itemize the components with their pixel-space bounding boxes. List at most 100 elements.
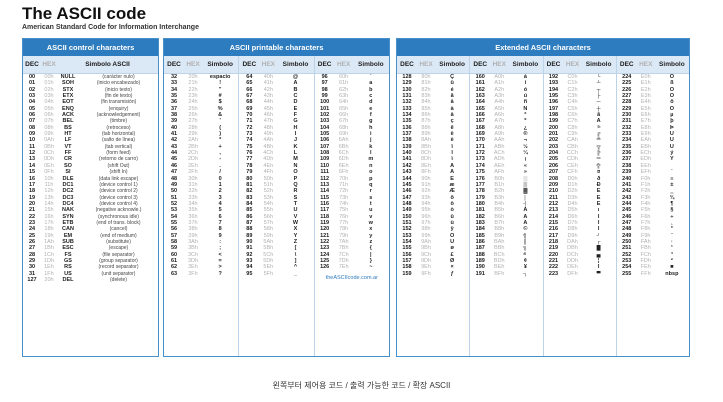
hex-value: E5h [640,105,651,112]
dec-value: 222 [548,264,559,271]
hex-value: 3Eh [188,264,198,271]
dec-value: 21 [28,207,36,214]
table-row: 231 E7h þ [617,118,689,124]
char-column: DEC HEX Simbolo 64 40h @65 41h A 66 42h B 67 43h C 68 4… [239,56,315,356]
table-row: 148 94h ö [397,201,469,207]
symbol-value: , [219,150,221,157]
table-row: 122 7Ah z [315,239,389,245]
table-row: 43 2Bh + [164,144,238,150]
hex-value: 32h [188,188,198,195]
hex-value: B1h [494,181,505,188]
symbol-value: 8 [218,226,222,233]
symbol-value: è [450,137,454,144]
hex-value: 12h [44,188,54,195]
symbol-value: D [293,99,298,106]
table-row: 03 03h ETX (fin de texto) [23,93,158,99]
hex-value: FAh [640,238,651,245]
description: (inicio texto) [105,86,132,93]
dec-value: 160 [475,74,485,80]
symbol-value: ¸ [670,219,673,226]
dec-value: 20 [28,200,36,207]
hex-value: F8h [641,226,651,233]
symbol-value: ô [450,194,454,201]
hex-value: 0Ah [44,137,54,144]
table-row: 57 39h 9 [164,233,238,239]
symbol-value: 6 [218,213,222,220]
hex-value: 15h [44,207,54,214]
dec-value: 217 [548,232,559,239]
table-row: 31 1Fh US (unit separator) [23,271,158,277]
hex-value: 9Dh [420,257,432,264]
dec-value: 225 [622,80,632,87]
symbol-value: Þ [670,124,674,131]
hex-value: CEh [567,162,578,169]
dec-value: 135 [402,118,412,125]
ascii-symbol-header: Simbolo ASCII [85,61,130,68]
dec-value: 119 [320,219,330,226]
hex-value: 7Bh [338,245,349,252]
dec-value: 80 [246,175,253,182]
table-row: 142 8Eh Ä [397,163,469,169]
dec-value: 104 [320,124,330,131]
table-row: 102 66h f [315,112,389,118]
dec-value: 235 [622,143,632,150]
table-row: 56 38h 8 [164,226,238,232]
table-row: 75 4Bh K [239,144,313,150]
dec-value: 103 [320,118,330,125]
symbol-value: @ [292,74,299,80]
table-row: 236 ECh ý [617,150,689,156]
dec-value: 149 [402,207,412,214]
hex-value: A1h [494,80,505,87]
symbol-value: x [369,226,373,233]
table-row: 131 83h â [397,93,469,99]
ascii-symbol: DC1 [62,181,74,188]
hex-value: 4Bh [263,143,274,150]
table-row: 34 22h " [164,87,238,93]
table-row: 11 0Bh VT (tab vertical) [23,144,158,150]
hex-value: B7h [494,219,505,226]
table-row: 79 4Fh O [239,169,313,175]
ascii-symbol: STX [62,86,74,93]
table-row: 141 8Dh ì [397,156,469,162]
hex-value: 1Ah [44,238,54,245]
description: (device control 4) [99,200,138,207]
dec-value: 65 [246,80,253,87]
dec-value: 161 [475,80,485,87]
symbol-value: V [293,213,298,220]
symbol-value: É [450,175,454,182]
symbol-value: î [451,150,453,157]
table-row: 215 D7h Î [544,220,616,226]
hex-value: 23h [188,93,198,100]
hex-header: HEX [336,61,351,68]
symbol-value: p [369,175,373,182]
dec-value: 04 [28,99,36,106]
symbol-value: ³ [670,251,673,258]
hex-value: F0h [641,175,651,182]
hex-value: 99h [421,232,431,239]
dec-value: 215 [548,219,559,226]
dec-value: 219 [548,245,559,252]
symbol-value: F [293,112,298,119]
dec-value: 03 [28,93,36,100]
symbol-value: ; [219,245,222,252]
dec-value: 10 [28,137,36,144]
dec-value: 95 [246,270,253,277]
description: (negative acknowle.) [95,207,142,214]
table-row: 220 DCh ▄ [544,252,616,258]
description: (escape) [108,245,129,252]
table-row: 162 A2h ó [470,87,542,93]
dec-value: 202 [548,137,559,144]
hex-value: 0Dh [43,156,55,163]
hex-value: 09h [44,131,54,138]
hex-value: 96h [421,213,431,220]
hex-value: 8Bh [421,143,431,150]
dec-value: 57 [170,232,178,239]
hex-value: 52h [263,188,273,195]
symbol-value: m [368,156,374,163]
dec-value: 24 [28,226,36,233]
symbol-value: + [218,143,222,150]
dec-value: 201 [548,131,559,138]
table-row: 216 D8h Ï [544,226,616,232]
symbol-value: ─ [596,99,601,106]
dec-value: 180 [475,200,485,207]
